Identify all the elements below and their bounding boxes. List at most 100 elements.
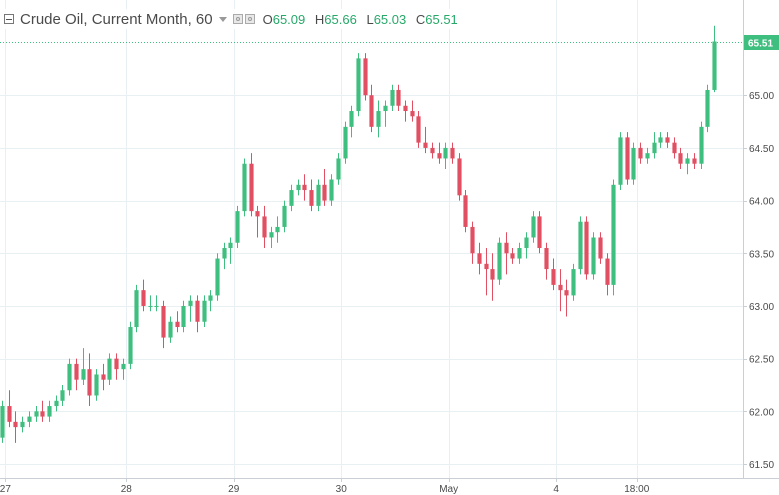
candle-body xyxy=(504,242,509,254)
candle-body xyxy=(181,305,186,328)
candle-body xyxy=(269,232,274,238)
candle-body xyxy=(67,363,72,391)
open-value: 65.09 xyxy=(272,11,306,27)
candle-body xyxy=(618,137,623,185)
candle-body xyxy=(0,406,5,438)
candle-body xyxy=(396,89,401,106)
candle-body xyxy=(685,158,690,164)
high-label: H xyxy=(314,11,325,27)
x-tick-label: 29 xyxy=(228,484,240,495)
candle-body xyxy=(383,105,388,112)
candle-body xyxy=(154,305,159,307)
candle-body xyxy=(390,89,395,106)
candle-body xyxy=(537,216,542,249)
candle-body xyxy=(175,321,180,328)
candle-body xyxy=(47,406,52,417)
candle-body xyxy=(329,179,334,201)
candle-body xyxy=(463,195,468,227)
y-tick-label: 63.00 xyxy=(749,302,774,313)
y-tick-label: 62.00 xyxy=(749,407,774,418)
candle-body xyxy=(87,369,92,396)
candle-body xyxy=(497,242,502,280)
ohlc-values: O65.09 H65.66 L65.03 C65.51 xyxy=(263,12,464,27)
high-value: 65.66 xyxy=(324,11,357,27)
y-tick-label: 61.50 xyxy=(749,460,774,471)
candle-body xyxy=(228,242,233,249)
settings-icon[interactable] xyxy=(244,14,255,24)
visibility-icon[interactable] xyxy=(232,14,243,24)
candle-body xyxy=(712,41,717,90)
candle-body xyxy=(302,184,307,191)
last-price-label: 65.51 xyxy=(748,39,773,50)
collapse-icon[interactable] xyxy=(4,14,14,24)
candle-body xyxy=(571,269,576,296)
candle-body xyxy=(40,411,45,417)
candle-body xyxy=(27,416,32,422)
y-tick-label: 64.00 xyxy=(749,197,774,208)
candle-body xyxy=(148,305,153,307)
candle-body xyxy=(524,237,529,249)
candle-body xyxy=(645,153,650,159)
candle-body xyxy=(531,216,536,238)
candle-body xyxy=(678,153,683,164)
candle-body xyxy=(81,369,86,380)
x-tick-label: May xyxy=(439,484,458,495)
candle-body xyxy=(591,237,596,275)
close-value: 65.51 xyxy=(425,11,458,27)
candle-body xyxy=(215,258,220,296)
candle-body xyxy=(202,300,207,322)
candle-body xyxy=(13,421,18,428)
candle-body xyxy=(631,147,636,180)
chevron-down-icon[interactable] xyxy=(218,16,227,22)
candle-body xyxy=(672,142,677,154)
chart-legend-header: Crude Oil, Current Month, 60 O65.09 H65.… xyxy=(4,9,468,29)
candle-body xyxy=(403,105,408,112)
candle-body xyxy=(336,158,341,180)
y-tick-label: 62.50 xyxy=(749,355,774,366)
candle-body xyxy=(34,411,39,417)
candle-body xyxy=(235,211,240,243)
candle-body xyxy=(477,253,482,264)
candle-body xyxy=(423,142,428,148)
candle-body xyxy=(7,406,12,422)
low-label: L xyxy=(366,11,374,27)
candle-body xyxy=(625,137,630,180)
candle-body xyxy=(457,158,462,196)
candle-body xyxy=(114,358,119,370)
symbol-title[interactable]: Crude Oil, Current Month, 60 xyxy=(20,10,213,28)
candle-body xyxy=(558,284,563,291)
x-tick-label: 4 xyxy=(553,484,559,495)
candle-body xyxy=(54,400,59,407)
candle-body xyxy=(437,153,442,159)
candle-body xyxy=(584,221,589,275)
candle-body xyxy=(611,184,616,285)
candle-body xyxy=(343,126,348,159)
candle-body xyxy=(363,58,368,96)
y-tick-label: 64.50 xyxy=(749,144,774,155)
candle-body xyxy=(638,147,643,159)
candle-body xyxy=(665,137,670,143)
candle-body xyxy=(121,363,126,370)
candle-body xyxy=(349,111,354,127)
candle-body xyxy=(692,158,697,164)
y-tick-label: 63.50 xyxy=(749,249,774,260)
open-label: O xyxy=(262,11,273,27)
candle-body xyxy=(289,190,294,206)
candle-body xyxy=(705,89,710,127)
candle-body xyxy=(188,300,193,306)
candle-body xyxy=(564,290,569,296)
candle-body xyxy=(60,390,65,401)
candle-body xyxy=(282,205,287,227)
candle-body xyxy=(161,305,166,338)
close-label: C xyxy=(415,11,426,27)
candle-body xyxy=(416,116,421,143)
candle-body xyxy=(652,142,657,154)
candle-body xyxy=(356,58,361,112)
candle-body xyxy=(107,358,112,380)
candle-body xyxy=(195,300,200,322)
candle-body xyxy=(517,248,522,259)
candle-body xyxy=(410,111,415,117)
candle-body xyxy=(430,147,435,154)
